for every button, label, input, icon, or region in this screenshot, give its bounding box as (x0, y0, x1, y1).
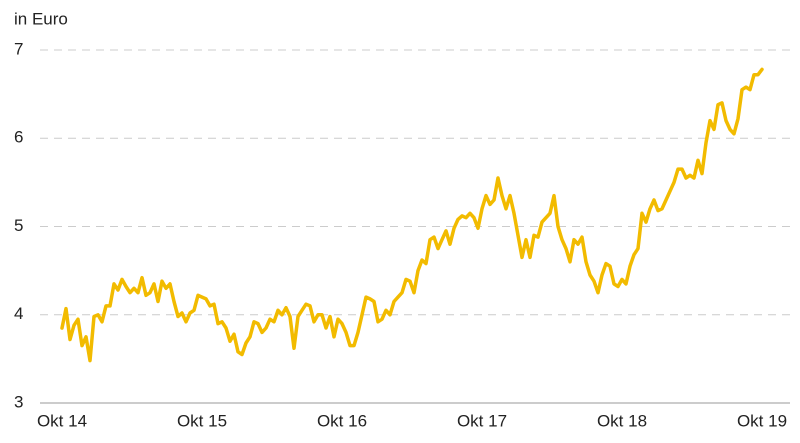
x-tick-label: Okt 16 (317, 411, 367, 430)
y-tick-label: 3 (14, 392, 23, 411)
x-tick-label: Okt 19 (737, 411, 787, 430)
y-tick-label: 5 (14, 216, 23, 235)
y-tick-label: 6 (14, 128, 23, 147)
y-tick-label: 4 (14, 304, 23, 323)
price-line (60, 67, 764, 363)
x-tick-label: Okt 17 (457, 411, 507, 430)
y-tick-label: 7 (14, 39, 23, 58)
x-tick-label: Okt 18 (597, 411, 647, 430)
y-axis-label: in Euro (14, 9, 68, 28)
x-tick-label: Okt 15 (177, 411, 227, 430)
x-tick-label: Okt 14 (37, 411, 87, 430)
